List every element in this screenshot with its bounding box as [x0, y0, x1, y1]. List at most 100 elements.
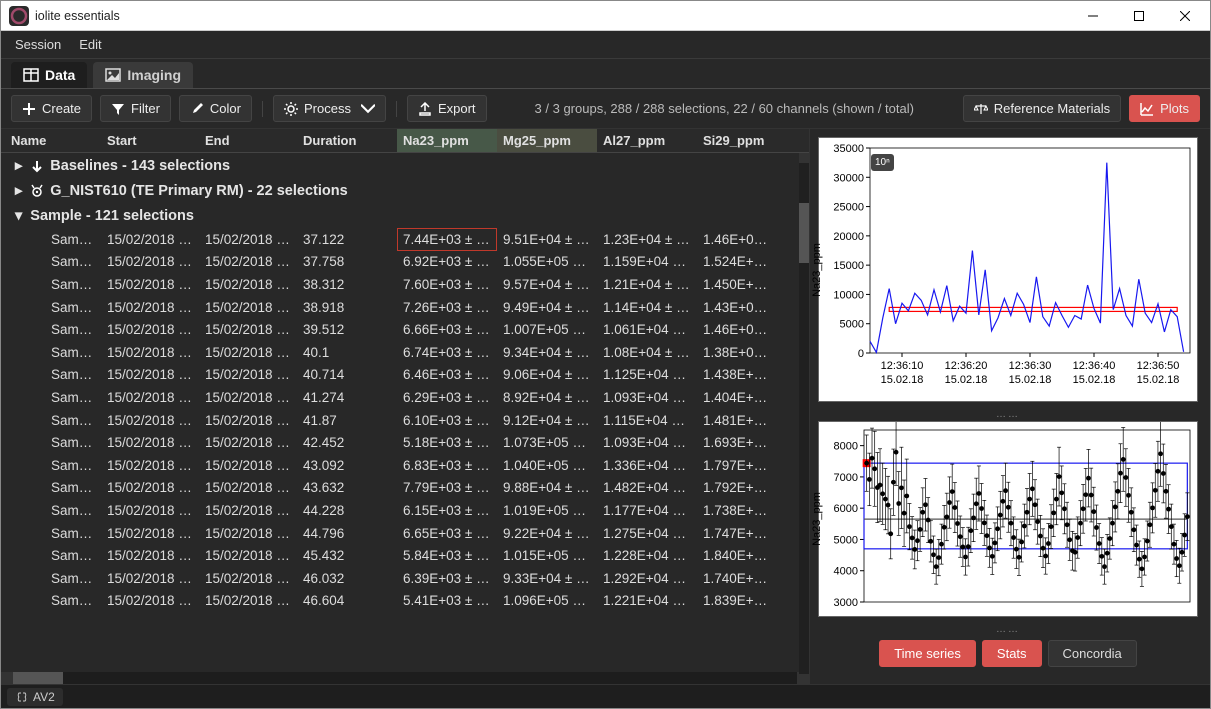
vertical-scrollbar[interactable]	[799, 153, 809, 674]
status-tag[interactable]: AV2	[7, 688, 63, 706]
cell-start: 15/02/2018 12:3…	[101, 273, 199, 296]
cell-name: Sample	[1, 567, 101, 590]
cell-start: 15/02/2018 12:5…	[101, 567, 199, 590]
table-row[interactable]: Sample15/02/2018 12:4…15/02/2018 12:4…40…	[1, 341, 809, 364]
cell-mg: 9.12E+04 ± 7.2E+…	[497, 409, 597, 432]
color-button[interactable]: Color	[179, 95, 252, 122]
menu-edit[interactable]: Edit	[71, 34, 109, 55]
stats-button[interactable]: Stats	[982, 640, 1042, 667]
col-duration[interactable]: Duration	[297, 129, 397, 152]
cell-name: Sample	[1, 273, 101, 296]
cell-name: Sample	[1, 318, 101, 341]
chart-icon	[1140, 102, 1154, 116]
cell-end: 15/02/2018 12:5…	[199, 567, 297, 590]
cell-end: 15/02/2018 12:4…	[199, 454, 297, 477]
svg-text:25000: 25000	[833, 202, 864, 214]
col-na23[interactable]: Na23_ppm	[397, 129, 497, 152]
plots-button[interactable]: Plots	[1129, 95, 1200, 122]
table-row[interactable]: Sample15/02/2018 12:3…15/02/2018 12:3…37…	[1, 251, 809, 274]
table-row[interactable]: Sample15/02/2018 12:4…15/02/2018 12:4…40…	[1, 364, 809, 387]
filter-button[interactable]: Filter	[100, 95, 171, 122]
cell-al: 1.228E+04 ± 7.3E…	[597, 544, 697, 567]
timeseries-button[interactable]: Time series	[879, 640, 976, 667]
col-si29[interactable]: Si29_ppm	[697, 129, 777, 152]
cell-name: Sample	[1, 250, 101, 273]
chart1-ylabel: Na23_ppm	[811, 243, 823, 297]
minimize-button[interactable]	[1070, 1, 1116, 31]
cell-start: 15/02/2018 12:3…	[101, 296, 199, 319]
col-name[interactable]: Name	[1, 129, 101, 152]
app-logo	[9, 6, 29, 26]
process-button[interactable]: Process	[273, 95, 386, 122]
window: iolite essentials Session Edit Data Imag…	[0, 0, 1211, 709]
cell-dur: 41.87	[297, 409, 397, 432]
table-row[interactable]: Sample15/02/2018 12:3…15/02/2018 12:3…38…	[1, 296, 809, 319]
table-row[interactable]: Sample15/02/2018 12:4…15/02/2018 12:4…41…	[1, 409, 809, 432]
table-row[interactable]: Sample15/02/2018 12:4…15/02/2018 12:4…45…	[1, 544, 809, 567]
table-row[interactable]: Sample15/02/2018 12:5…15/02/2018 12:5…46…	[1, 567, 809, 590]
cell-al: 1.093E+04 ± 8.3E…	[597, 386, 697, 409]
table-row[interactable]: Sample15/02/2018 12:3…15/02/2018 12:3…38…	[1, 273, 809, 296]
create-button[interactable]: Create	[11, 95, 92, 122]
cell-name: Sample	[1, 499, 101, 522]
statusbar: AV2	[1, 684, 1210, 708]
cell-mg: 1.007E+05 ± 8.5E…	[497, 318, 597, 341]
export-label: Export	[438, 101, 476, 116]
cell-end: 15/02/2018 12:4…	[199, 386, 297, 409]
tab-data-label: Data	[45, 67, 75, 83]
cell-mg: 1.019E+05 ± 6.4E…	[497, 499, 597, 522]
cell-name: Sample	[1, 589, 101, 612]
cell-end: 15/02/2018 12:4…	[199, 431, 297, 454]
svg-text:15.02.18: 15.02.18	[1073, 374, 1116, 386]
group-sample[interactable]: ▾ Sample - 121 selections	[1, 203, 809, 228]
concordia-button[interactable]: Concordia	[1048, 640, 1137, 667]
cell-si: 1.840E+05…	[697, 544, 777, 567]
scale-badge[interactable]: 10ⁿ	[871, 154, 894, 171]
group-baselines[interactable]: ▸ Baselines - 143 selections	[1, 153, 809, 178]
cell-name: Sample	[1, 522, 101, 545]
cell-name: Sample	[1, 454, 101, 477]
cell-si: 1.797E+05…	[697, 454, 777, 477]
plot-mode-buttons: Time series Stats Concordia	[818, 640, 1198, 667]
data-table-pane: Name Start End Duration Na23_ppm Mg25_pp…	[1, 129, 810, 684]
col-al27[interactable]: Al27_ppm	[597, 129, 697, 152]
export-button[interactable]: Export	[407, 95, 487, 122]
horizontal-scrollbar[interactable]	[1, 672, 809, 684]
tab-imaging[interactable]: Imaging	[93, 62, 193, 88]
tab-data[interactable]: Data	[11, 62, 87, 88]
stats-chart[interactable]: Na23_ppm 300040005000600070008000	[818, 421, 1198, 617]
svg-text:6000: 6000	[834, 503, 858, 515]
cell-mg: 1.055E+05 ± 8.4E…	[497, 250, 597, 273]
table-row[interactable]: Sample15/02/2018 12:4…15/02/2018 12:4…43…	[1, 454, 809, 477]
cell-na: 6.83E+03 ± 5.3E+…	[397, 454, 497, 477]
table-row[interactable]: Sample15/02/2018 12:4…15/02/2018 12:4…42…	[1, 431, 809, 454]
table-row[interactable]: Sample15/02/2018 12:4…15/02/2018 12:4…41…	[1, 386, 809, 409]
col-end[interactable]: End	[199, 129, 297, 152]
resize-dots[interactable]: ……	[818, 409, 1198, 420]
table-row[interactable]: Sample15/02/2018 12:4…15/02/2018 12:4…44…	[1, 522, 809, 545]
cell-dur: 43.632	[297, 476, 397, 499]
resize-dots[interactable]: ……	[818, 624, 1198, 635]
plus-icon	[22, 102, 36, 116]
cell-na: 5.41E+03 ± 3.7E+…	[397, 589, 497, 612]
menu-session[interactable]: Session	[7, 34, 69, 55]
col-start[interactable]: Start	[101, 129, 199, 152]
col-mg25[interactable]: Mg25_ppm	[497, 129, 597, 152]
svg-text:12:36:20: 12:36:20	[945, 360, 988, 372]
group-nist[interactable]: ▸ G_NIST610 (TE Primary RM) - 22 selecti…	[1, 178, 809, 203]
table-row[interactable]: Sample15/02/2018 12:3…15/02/2018 12:4…39…	[1, 318, 809, 341]
maximize-button[interactable]	[1116, 1, 1162, 31]
cell-al: 1.336E+04 ± 7.1E…	[597, 454, 697, 477]
table-row[interactable]: Sample15/02/2018 12:4…15/02/2018 12:4…44…	[1, 499, 809, 522]
cell-dur: 39.512	[297, 318, 397, 341]
reference-materials-button[interactable]: Reference Materials	[963, 95, 1121, 122]
cell-si: 1.740E+05…	[697, 567, 777, 590]
timeseries-chart[interactable]: 10ⁿ Na23_ppm 050001000015000200002500030…	[818, 137, 1198, 402]
table-body[interactable]: ▸ Baselines - 143 selections ▸ G_NIST610…	[1, 153, 809, 672]
svg-text:4000: 4000	[834, 566, 858, 578]
table-row[interactable]: Sample15/02/2018 12:5…15/02/2018 12:5…46…	[1, 590, 809, 613]
svg-text:20000: 20000	[833, 231, 864, 243]
table-row[interactable]: Sample15/02/2018 12:4…15/02/2018 12:4…43…	[1, 477, 809, 500]
close-button[interactable]	[1162, 1, 1208, 31]
table-row[interactable]: Sample15/02/2018 12:3…15/02/2018 12:3…37…	[1, 228, 809, 251]
